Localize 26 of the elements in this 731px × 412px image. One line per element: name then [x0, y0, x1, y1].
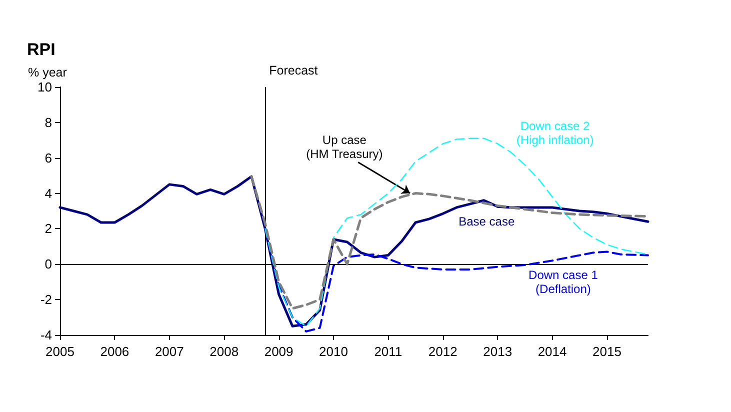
x-tick-label: 2013 — [483, 344, 512, 359]
y-tick-label: 8 — [44, 114, 52, 130]
series-label: Down case 2 (High inflation) — [516, 119, 594, 148]
x-tick-label: 2014 — [538, 344, 567, 359]
text: Up case (HM Treasury) — [306, 133, 383, 162]
y-tick-label: 4 — [44, 186, 52, 201]
y-tick-label: -4 — [40, 328, 52, 342]
series-label: Down case 1 (Deflation) — [528, 268, 598, 296]
series-label: Base case — [458, 214, 515, 229]
chart-title: RPI — [27, 40, 56, 59]
x-tick-label: 2008 — [210, 344, 239, 359]
y-tick-label: 6 — [44, 150, 52, 166]
x-tick-label: 2012 — [428, 344, 458, 359]
y-tick-label: -2 — [40, 292, 52, 308]
x-tick-label: 2006 — [100, 344, 130, 359]
x-tick-label: 2007 — [154, 344, 184, 359]
ref-line-label: Forecast — [269, 64, 318, 78]
x-tick-label: 2009 — [264, 344, 294, 359]
x-tick-label: 2010 — [319, 344, 348, 359]
x-tick-label: 2011 — [374, 344, 402, 359]
x-tick-label: 2005 — [46, 344, 74, 359]
y-tick-label: 10 — [38, 80, 52, 94]
x-tick-label: 2015 — [592, 344, 622, 359]
y-tick-label: 0 — [44, 256, 52, 272]
y-axis-title: % year — [28, 66, 67, 80]
y-tick-label: 2 — [44, 221, 52, 236]
